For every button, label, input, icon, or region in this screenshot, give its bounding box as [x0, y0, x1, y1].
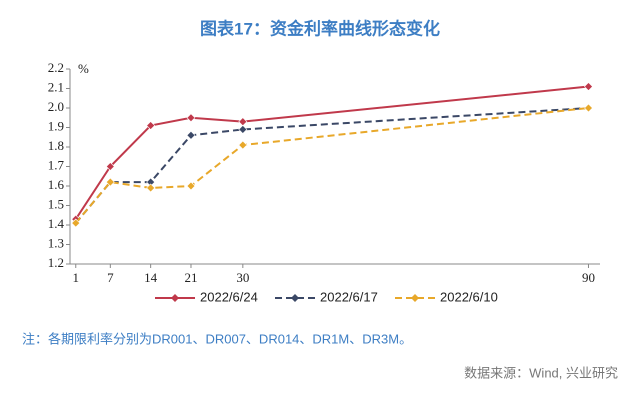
x-tick-label: 21	[184, 270, 197, 285]
y-tick-label: 1.9	[48, 118, 64, 133]
point-marker	[238, 125, 248, 134]
x-tick-label: 90	[582, 270, 595, 285]
x-tick-label: 14	[144, 270, 158, 285]
legend-marker	[291, 294, 299, 302]
y-tick-label: 1.7	[48, 157, 65, 172]
series-line	[74, 85, 589, 220]
note: 注：各期限利率分别为DR001、DR007、DR014、DR1M、DR3M。	[22, 331, 412, 346]
legend-label: 2022/6/10	[440, 289, 498, 304]
x-tick-label: 7	[107, 270, 114, 285]
point-marker	[105, 162, 115, 171]
point-marker	[584, 103, 593, 113]
point-marker	[238, 117, 248, 127]
legend-label: 2022/6/24	[200, 289, 258, 304]
legend-marker	[171, 294, 179, 302]
point-marker	[186, 181, 196, 191]
y-tick-label: 1.6	[48, 177, 65, 192]
point-marker	[105, 177, 115, 187]
y-unit: %	[78, 61, 89, 76]
series-line	[74, 107, 589, 224]
x-tick-label: 30	[236, 270, 249, 285]
y-tick-label: 2.2	[48, 60, 64, 75]
point-marker	[71, 218, 81, 228]
point-marker	[584, 82, 593, 91]
source: 数据来源：Wind, 兴业研究	[464, 365, 618, 380]
y-tick-label: 2.0	[48, 99, 64, 114]
legend-marker	[411, 294, 419, 302]
y-tick-label: 1.4	[48, 216, 65, 231]
point-marker	[146, 183, 156, 193]
y-tick-label: 1.5	[48, 196, 64, 211]
y-tick-label: 1.2	[48, 255, 64, 270]
y-tick-label: 1.8	[48, 138, 64, 153]
point-marker	[238, 140, 248, 150]
legend-label: 2022/6/17	[320, 289, 378, 304]
point-marker	[186, 113, 196, 123]
point-marker	[186, 130, 196, 140]
y-tick-label: 2.1	[48, 79, 64, 94]
chart-title: 图表17：资金利率曲线形态变化	[200, 18, 440, 38]
x-tick-label: 1	[73, 270, 80, 285]
y-tick-label: 1.3	[48, 235, 64, 250]
point-marker	[146, 121, 156, 130]
